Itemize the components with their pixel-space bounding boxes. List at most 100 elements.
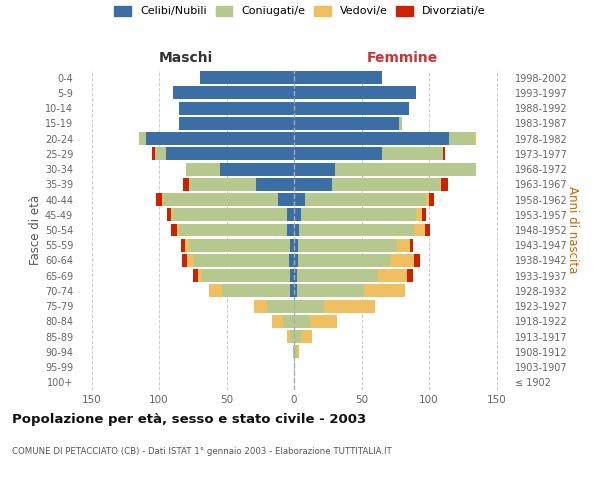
- Bar: [179, 224, 287, 236]
- Bar: [188, 239, 290, 252]
- Bar: [294, 360, 295, 374]
- Bar: [410, 239, 413, 252]
- Bar: [184, 178, 188, 191]
- Bar: [173, 86, 294, 100]
- Legend: Celibi/Nubili, Coniugati/e, Vedovi/e, Divorziati/e: Celibi/Nubili, Coniugati/e, Vedovi/e, Di…: [115, 6, 485, 16]
- Bar: [187, 254, 194, 267]
- Bar: [171, 224, 176, 236]
- Bar: [176, 224, 179, 236]
- Y-axis label: Fasce di età: Fasce di età: [29, 195, 42, 265]
- Bar: [382, 148, 443, 160]
- Bar: [364, 284, 405, 298]
- Bar: [425, 224, 430, 236]
- Bar: [294, 117, 400, 130]
- Bar: [294, 224, 299, 236]
- Bar: [443, 148, 445, 160]
- Bar: [298, 239, 397, 252]
- Bar: [152, 148, 155, 160]
- Bar: [294, 269, 296, 282]
- Bar: [473, 132, 476, 145]
- Bar: [400, 117, 402, 130]
- Bar: [294, 178, 332, 191]
- Bar: [209, 284, 223, 298]
- Bar: [193, 269, 198, 282]
- Bar: [429, 193, 434, 206]
- Bar: [407, 269, 413, 282]
- Bar: [186, 162, 220, 175]
- Bar: [272, 315, 283, 328]
- Bar: [290, 284, 294, 298]
- Bar: [294, 254, 298, 267]
- Bar: [397, 239, 410, 252]
- Bar: [294, 346, 296, 358]
- Bar: [324, 300, 375, 312]
- Bar: [171, 208, 173, 221]
- Bar: [298, 254, 390, 267]
- Bar: [290, 269, 294, 282]
- Y-axis label: Anni di nascita: Anni di nascita: [566, 186, 579, 274]
- Bar: [299, 224, 414, 236]
- Bar: [198, 269, 202, 282]
- Bar: [163, 193, 278, 206]
- Bar: [294, 330, 301, 343]
- Bar: [305, 193, 427, 206]
- Bar: [287, 330, 290, 343]
- Bar: [254, 300, 267, 312]
- Bar: [390, 254, 414, 267]
- Bar: [182, 254, 187, 267]
- Bar: [441, 178, 448, 191]
- Bar: [199, 71, 294, 84]
- Bar: [181, 239, 185, 252]
- Bar: [179, 117, 294, 130]
- Bar: [179, 102, 294, 114]
- Text: Popolazione per età, sesso e stato civile - 2003: Popolazione per età, sesso e stato civil…: [12, 412, 366, 426]
- Bar: [278, 193, 294, 206]
- Bar: [256, 178, 294, 191]
- Bar: [294, 71, 382, 84]
- Bar: [202, 269, 290, 282]
- Bar: [415, 208, 422, 221]
- Bar: [449, 132, 473, 145]
- Bar: [294, 208, 301, 221]
- Bar: [223, 284, 290, 298]
- Bar: [294, 86, 415, 100]
- Bar: [414, 254, 419, 267]
- Bar: [378, 269, 407, 282]
- Bar: [188, 178, 256, 191]
- Text: Femmine: Femmine: [367, 52, 437, 66]
- Bar: [427, 193, 429, 206]
- Bar: [294, 284, 296, 298]
- Bar: [290, 330, 294, 343]
- Bar: [332, 178, 440, 191]
- Bar: [167, 208, 171, 221]
- Bar: [290, 239, 294, 252]
- Bar: [301, 330, 311, 343]
- Bar: [220, 162, 294, 175]
- Bar: [156, 193, 161, 206]
- Bar: [267, 300, 294, 312]
- Bar: [162, 193, 163, 206]
- Bar: [287, 208, 294, 221]
- Bar: [310, 315, 337, 328]
- Bar: [294, 148, 382, 160]
- Bar: [287, 224, 294, 236]
- Bar: [289, 254, 294, 267]
- Bar: [296, 284, 364, 298]
- Bar: [301, 208, 415, 221]
- Bar: [335, 162, 476, 175]
- Bar: [294, 102, 409, 114]
- Bar: [155, 148, 166, 160]
- Bar: [296, 269, 378, 282]
- Bar: [194, 254, 289, 267]
- Bar: [294, 300, 324, 312]
- Bar: [294, 315, 310, 328]
- Bar: [294, 193, 305, 206]
- Bar: [173, 208, 287, 221]
- Bar: [283, 315, 294, 328]
- Bar: [185, 239, 188, 252]
- Bar: [296, 346, 299, 358]
- Text: Maschi: Maschi: [159, 52, 213, 66]
- Bar: [294, 162, 335, 175]
- Bar: [139, 132, 145, 145]
- Bar: [422, 208, 426, 221]
